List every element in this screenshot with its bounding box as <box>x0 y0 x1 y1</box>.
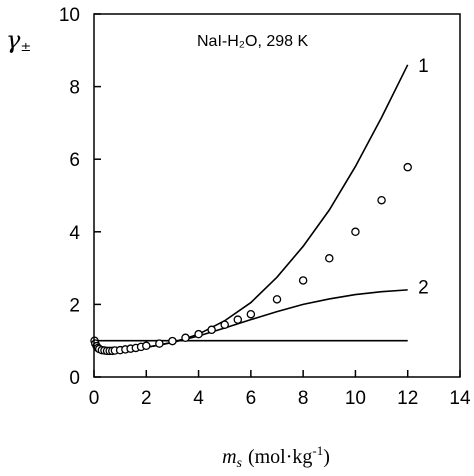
x-tick-label: 10 <box>345 388 366 409</box>
data-point <box>246 309 256 319</box>
curve-label: 1 <box>418 56 429 77</box>
data-point <box>155 339 164 348</box>
y-tick-label: 0 <box>69 368 80 389</box>
y-tick-label: 2 <box>69 295 80 316</box>
x-axis-units-close: ) <box>323 446 330 468</box>
x-tick-label: 14 <box>449 388 471 409</box>
curve-label: 2 <box>418 277 429 298</box>
x-axis-symbol: m <box>222 446 236 468</box>
y-tick-label: 10 <box>59 5 80 26</box>
data-point <box>325 254 334 263</box>
data-point <box>207 325 216 335</box>
y-axis-subscript: ± <box>20 40 31 55</box>
y-tick-label: 4 <box>69 223 80 244</box>
plot-marks: 12 <box>90 56 429 356</box>
data-point <box>181 333 190 343</box>
x-tick-label: 4 <box>193 388 204 409</box>
annotation-label: NaI-H₂O, 298 K <box>197 33 308 50</box>
data-point <box>233 315 243 324</box>
x-axis-units-exponent: -1 <box>312 443 323 458</box>
x-tick-label: 0 <box>89 388 100 409</box>
x-axis-label: ms (mol·kg-1) <box>222 443 330 471</box>
x-axis-units: (mol·kg <box>248 446 312 468</box>
data-point <box>220 320 229 329</box>
x-tick-label: 2 <box>141 388 152 409</box>
x-tick-label: 8 <box>298 388 309 409</box>
y-tick-label: 8 <box>69 78 80 99</box>
data-point <box>298 276 308 285</box>
data-point <box>403 162 412 172</box>
x-axis-subscript: s <box>237 456 243 471</box>
data-point <box>194 329 203 339</box>
data-point <box>351 227 360 237</box>
plot-frame <box>93 13 461 378</box>
x-tick-label: 12 <box>397 388 418 409</box>
y-axis-label: γ± <box>6 26 31 55</box>
y-axis-symbol: γ <box>6 26 21 54</box>
x-tick-label: 6 <box>246 388 257 409</box>
data-point <box>377 195 386 205</box>
series-curve-1 <box>93 64 409 352</box>
data-point <box>272 295 282 304</box>
data-point <box>168 336 177 346</box>
data-point <box>142 341 151 351</box>
y-tick-label: 6 <box>69 150 80 171</box>
